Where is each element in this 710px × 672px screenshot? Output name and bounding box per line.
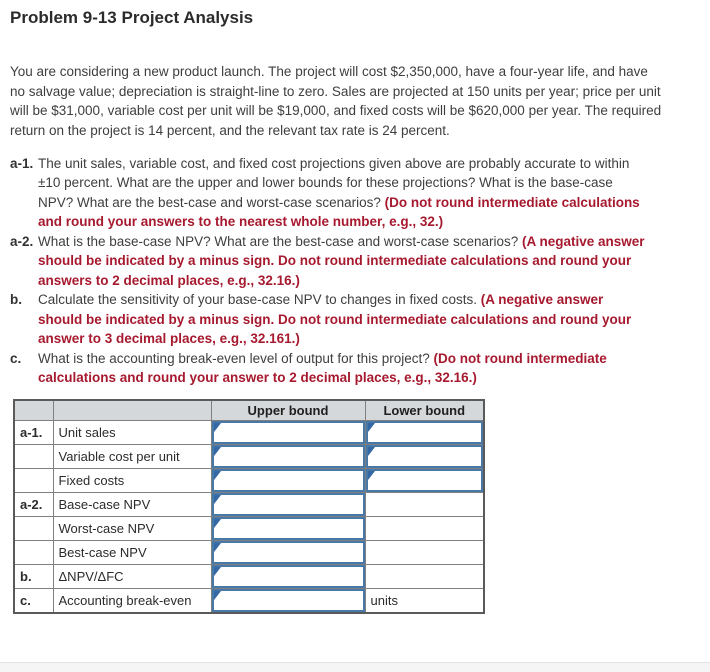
answer-box [211, 421, 365, 444]
answer-box [211, 541, 365, 564]
input-fixed-costs-upper-bound[interactable] [213, 471, 363, 490]
input-unit-sales-upper-bound[interactable] [213, 423, 363, 442]
table-row-best-case-npv: Best-case NPV [13, 540, 485, 565]
question-a2: a-2. What is the base-case NPV? What are… [10, 232, 700, 291]
question-a2-instruction: (A negative answer should be indicated b… [38, 233, 645, 288]
bottom-page-divider [0, 662, 710, 672]
answer-table-header-row: Upper bound Lower bound [13, 399, 485, 421]
input-fixed-costs-lower-bound[interactable] [367, 471, 481, 490]
row-label: a-1. [13, 420, 54, 445]
table-row-worst-case-npv: Worst-case NPV [13, 516, 485, 541]
input-accounting-break-even[interactable] [213, 591, 363, 610]
page-title: Problem 9-13 Project Analysis [10, 8, 254, 27]
row-label [13, 516, 54, 541]
table-row-variable-cost: Variable cost per unit [13, 444, 485, 469]
row-label [13, 468, 54, 493]
answer-box [365, 421, 483, 444]
row-label [13, 540, 54, 565]
row-label: c. [13, 588, 54, 614]
empty-cell [364, 564, 485, 589]
answer-box [211, 517, 365, 540]
row-desc: Variable cost per unit [52, 444, 212, 469]
answer-box [365, 469, 483, 492]
row-desc: ΔNPV/ΔFC [52, 564, 212, 589]
input-best-case-npv[interactable] [213, 543, 363, 562]
answer-box [211, 445, 365, 468]
question-a2-text: What is the base-case NPV? What are the … [38, 232, 650, 291]
row-label: a-2. [13, 492, 54, 517]
table-row-npv-fc-sensitivity: b. ΔNPV/ΔFC [13, 564, 485, 589]
question-c-instruction: (Do not round intermediate calculations … [38, 350, 607, 386]
question-a2-label: a-2. [10, 233, 34, 249]
answer-box [211, 565, 365, 588]
input-base-case-npv[interactable] [213, 495, 363, 514]
row-desc: Base-case NPV [52, 492, 212, 517]
row-desc: Best-case NPV [52, 540, 212, 565]
row-desc: Worst-case NPV [52, 516, 212, 541]
header-empty-1 [13, 399, 54, 421]
answer-box [211, 589, 365, 612]
question-c-label: c. [10, 350, 22, 366]
question-a1-text: The unit sales, variable cost, and fixed… [38, 154, 650, 232]
empty-cell [364, 516, 485, 541]
empty-cell [364, 492, 485, 517]
row-label: b. [13, 564, 54, 589]
answer-box [365, 445, 483, 468]
empty-cell [364, 540, 485, 565]
input-variable-cost-upper-bound[interactable] [213, 447, 363, 466]
row-label [13, 444, 54, 469]
question-a2-body: What is the base-case NPV? What are the … [38, 233, 522, 249]
question-c-body: What is the accounting break-even level … [38, 350, 434, 366]
question-a1: a-1. The unit sales, variable cost, and … [10, 154, 700, 232]
input-unit-sales-lower-bound[interactable] [367, 423, 481, 442]
answer-box [211, 493, 365, 516]
question-a1-instruction: (Do not round intermediate calculations … [38, 194, 640, 230]
table-row-accounting-break-even: c. Accounting break-even units [13, 588, 485, 614]
answer-box [211, 469, 365, 492]
question-list: a-1. The unit sales, variable cost, and … [10, 154, 700, 388]
table-row-unit-sales: a-1. Unit sales [13, 420, 485, 445]
question-a1-body: The unit sales, variable cost, and fixed… [38, 155, 630, 210]
answer-table: Upper bound Lower bound a-1. Unit sales … [13, 398, 485, 614]
header-empty-2 [52, 399, 212, 421]
input-worst-case-npv[interactable] [213, 519, 363, 538]
row-desc: Fixed costs [52, 468, 212, 493]
row-desc: Unit sales [52, 420, 212, 445]
question-a1-label: a-1. [10, 155, 34, 171]
table-row-base-case-npv: a-2. Base-case NPV [13, 492, 485, 517]
table-row-fixed-costs: Fixed costs [13, 468, 485, 493]
row-desc: Accounting break-even [52, 588, 212, 614]
question-b-body: Calculate the sensitivity of your base-c… [38, 292, 481, 307]
question-c-text: What is the accounting break-even level … [38, 349, 650, 388]
input-npv-fc-sensitivity[interactable] [213, 567, 363, 586]
question-b-label: b. [10, 292, 22, 307]
header-lower-bound: Lower bound [364, 399, 485, 421]
units-label: units [364, 588, 485, 614]
question-b-text: Calculate the sensitivity of your base-c… [38, 290, 650, 349]
problem-statement: You are considering a new product launch… [10, 64, 662, 138]
question-c: c. What is the accounting break-even lev… [10, 349, 700, 388]
header-upper-bound: Upper bound [210, 399, 366, 421]
question-b-instruction: (A negative answer should be indicated b… [38, 292, 632, 346]
input-variable-cost-lower-bound[interactable] [367, 447, 481, 466]
question-b: b. Calculate the sensitivity of your bas… [10, 290, 700, 349]
